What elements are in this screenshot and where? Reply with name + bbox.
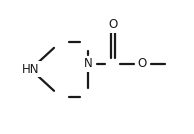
- Text: O: O: [138, 57, 147, 70]
- Text: O: O: [109, 18, 118, 31]
- Text: N: N: [84, 57, 93, 70]
- Text: HN: HN: [22, 63, 39, 76]
